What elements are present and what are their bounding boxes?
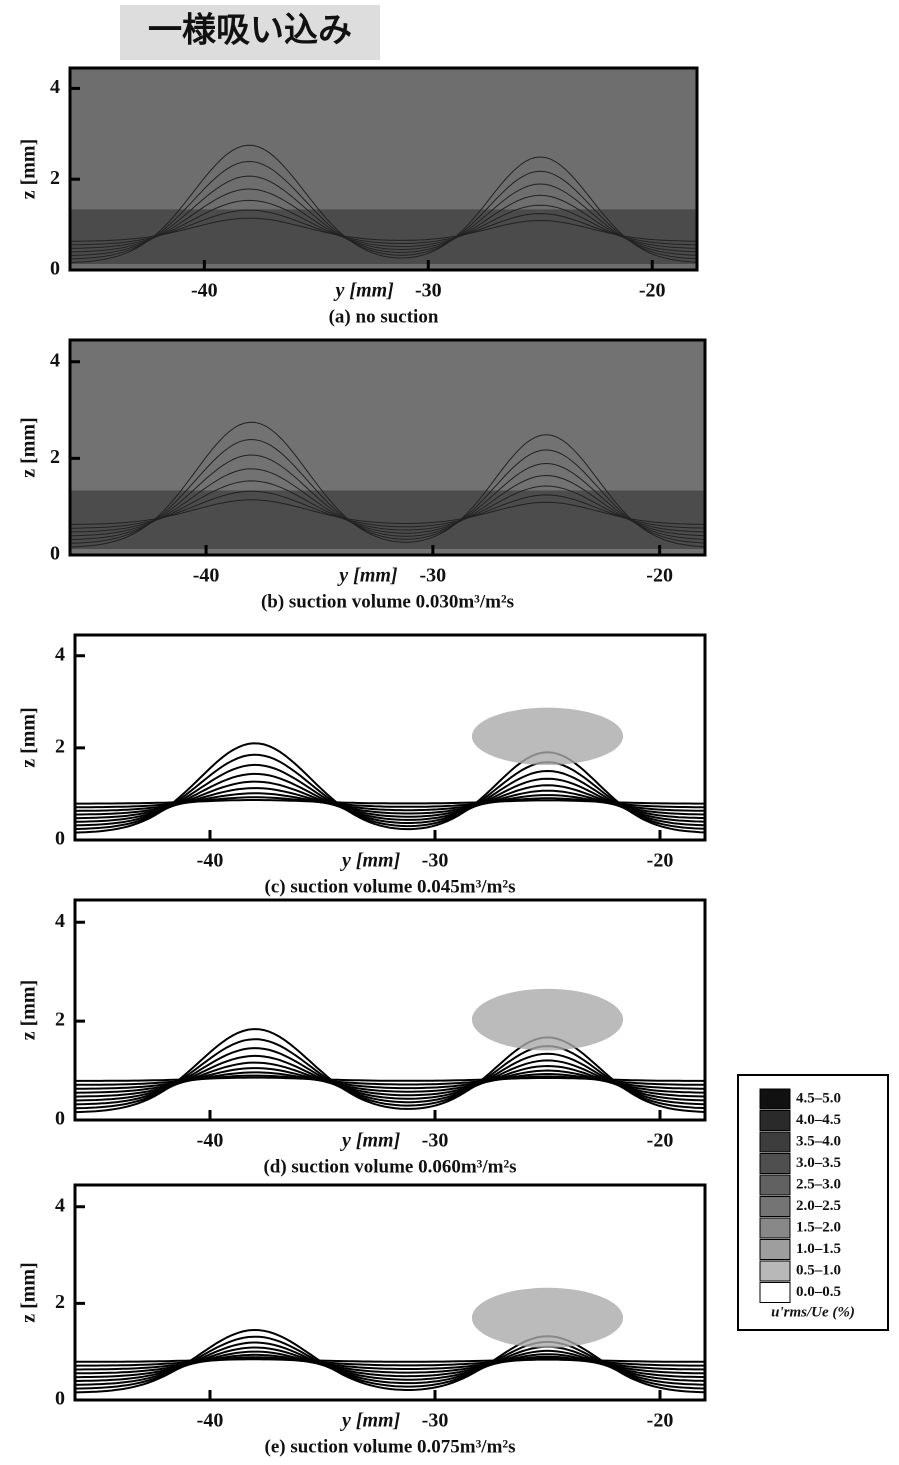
y-tick-label: 0 <box>50 258 60 280</box>
caption: (d) suction volume 0.060m³/m²s <box>263 1156 516 1177</box>
y-tick-label: 4 <box>55 1194 65 1216</box>
contour-line <box>69 454 706 541</box>
y-tick-label: 2 <box>50 167 60 189</box>
legend-label: 2.0–2.5 <box>796 1198 841 1214</box>
y-axis-label: z [mm] <box>18 139 40 200</box>
y-tick-label: 0 <box>55 1388 65 1410</box>
hatched-region <box>471 707 624 766</box>
x-tick-label: -30 <box>422 1410 449 1432</box>
y-tick-label: 2 <box>55 1291 65 1313</box>
y-axis-label: z [mm] <box>18 1262 40 1323</box>
legend-label: 3.5–4.0 <box>796 1133 841 1149</box>
legend-swatch <box>759 1088 791 1110</box>
contour-line <box>70 490 706 529</box>
contour-line <box>74 1357 705 1367</box>
y-tick-label: 4 <box>55 910 65 932</box>
frame <box>73 633 707 842</box>
y-tick-label: 2 <box>55 735 65 757</box>
y-axis-label: z [mm] <box>18 980 40 1041</box>
y-tick-label: 0 <box>55 1108 65 1130</box>
y-tick-label: 0 <box>55 828 65 850</box>
y-axis-label: z [mm] <box>18 417 40 478</box>
caption: (a) no suction <box>329 306 439 327</box>
legend-swatch <box>759 1282 791 1303</box>
x-tick-label: -20 <box>647 850 674 872</box>
contour-line <box>74 753 706 830</box>
caption: (e) suction volume 0.075m³/m²s <box>265 1436 516 1457</box>
frame <box>68 338 707 557</box>
contour-line <box>69 480 706 533</box>
hatched-region <box>471 988 624 1051</box>
contour-line <box>70 499 706 525</box>
x-tick-label: -40 <box>191 280 218 302</box>
frame <box>73 1183 707 1402</box>
contour-line <box>70 209 698 246</box>
legend-label: 4.5–5.0 <box>796 1090 841 1106</box>
x-tick-label: -30 <box>420 565 447 587</box>
y-tick-label: 4 <box>50 349 60 371</box>
y-tick-label: 0 <box>50 543 60 565</box>
caption: (c) suction volume 0.045m³/m²s <box>265 876 516 897</box>
legend-label: 0.0–0.5 <box>796 1284 841 1300</box>
x-axis-label: y [mm] <box>337 565 398 587</box>
x-tick-label: -30 <box>422 850 449 872</box>
legend-swatch <box>759 1174 791 1196</box>
y-tick-label: 4 <box>50 76 60 98</box>
contour-line <box>69 188 698 253</box>
x-axis-label: y [mm] <box>340 850 401 872</box>
x-tick-label: -20 <box>639 280 666 302</box>
contour-line <box>69 438 706 544</box>
legend-swatch <box>759 1131 791 1153</box>
legend-label: 1.0–1.5 <box>796 1241 841 1257</box>
legend-label: 1.5–2.0 <box>796 1219 841 1235</box>
x-axis-label: y [mm] <box>340 1130 401 1152</box>
contour-line <box>69 199 698 249</box>
x-tick-label: -20 <box>647 1410 674 1432</box>
x-axis-label: y [mm] <box>340 1410 401 1432</box>
x-tick-label: -30 <box>415 280 442 302</box>
frame <box>73 898 707 1122</box>
contour-line <box>75 1358 705 1363</box>
x-axis-label: y [mm] <box>334 280 395 302</box>
header: 一様吸い込み <box>148 11 352 51</box>
y-tick-label: 2 <box>50 446 60 468</box>
frame <box>68 66 699 272</box>
x-tick-label: -30 <box>422 1130 449 1152</box>
header-shade <box>120 5 380 60</box>
legend-title: u'rms/Ue (%) <box>771 1304 855 1320</box>
legend-swatch <box>759 1196 791 1217</box>
contour-line <box>69 144 698 264</box>
legend-label: 0.5–1.0 <box>796 1262 841 1278</box>
x-tick-label: -40 <box>197 1410 224 1432</box>
y-axis-label: z [mm] <box>18 707 40 768</box>
y-tick-label: 2 <box>55 1009 65 1031</box>
contour-line <box>74 742 706 834</box>
legend-swatch <box>759 1239 791 1260</box>
x-tick-label: -20 <box>647 1130 674 1152</box>
legend-swatch <box>759 1260 791 1282</box>
legend-label: 3.0–3.5 <box>796 1155 841 1171</box>
legend-swatch <box>759 1217 791 1239</box>
legend-label: 2.5–3.0 <box>796 1176 841 1192</box>
contour-line <box>75 1076 705 1082</box>
caption: (b) suction volume 0.030m³/m²s <box>261 591 514 612</box>
legend-swatch <box>759 1110 791 1131</box>
x-tick-label: -40 <box>193 565 220 587</box>
contour-line <box>69 175 698 256</box>
x-tick-label: -40 <box>197 850 224 872</box>
x-tick-label: -40 <box>197 1130 224 1152</box>
contour-line <box>69 160 698 260</box>
legend-swatch <box>759 1153 791 1174</box>
y-tick-label: 4 <box>55 643 65 665</box>
contour-line <box>69 421 706 548</box>
legend-label: 4.0–4.5 <box>796 1112 841 1128</box>
contour-line <box>69 217 697 242</box>
hatched-region <box>471 1287 624 1348</box>
contour-line <box>75 799 705 805</box>
x-tick-label: -20 <box>646 565 673 587</box>
contour-line <box>69 468 706 537</box>
